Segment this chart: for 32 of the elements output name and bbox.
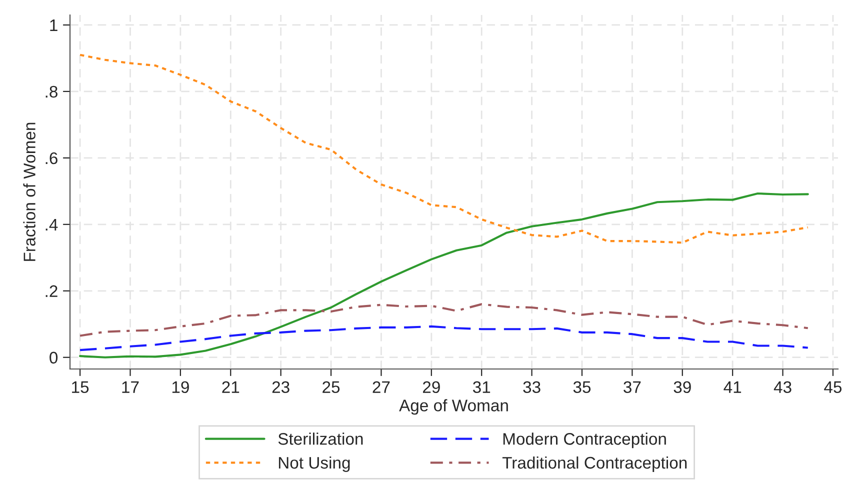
- x-tick-label: 37: [624, 381, 641, 394]
- x-tick-label: 15: [72, 381, 89, 394]
- x-tick-label: 41: [724, 381, 742, 393]
- line-series: [78, 54, 809, 244]
- y-axis-title: Fraction of Women: [23, 122, 36, 261]
- line-series: [78, 325, 809, 352]
- y-tick-label: 0: [50, 352, 58, 364]
- x-tick-label: 45: [824, 381, 842, 394]
- line-series: [78, 192, 809, 358]
- x-tick-label: 35: [573, 381, 591, 394]
- x-tick-label: 19: [172, 381, 189, 394]
- y-tick-label: .2: [46, 285, 58, 297]
- legend-label: Modern Contraception: [503, 432, 666, 448]
- legend-label: Traditional Contraception: [502, 456, 687, 472]
- x-tick-label: 31: [472, 381, 490, 394]
- legend-label: Sterilization: [278, 432, 363, 445]
- x-tick-label: 21: [222, 381, 240, 393]
- x-tick-label: 17: [122, 381, 139, 393]
- x-tick-label: 39: [674, 381, 691, 394]
- x-tick-label: 33: [523, 381, 540, 394]
- line-series: [78, 303, 809, 337]
- y-tick-label: .8: [46, 86, 58, 98]
- x-tick-label: 27: [372, 381, 390, 393]
- y-tick-label: .4: [46, 218, 58, 230]
- x-axis-title: Age of Woman: [399, 399, 508, 415]
- x-tick-label: 43: [774, 381, 792, 394]
- x-tick-label: 29: [422, 381, 440, 394]
- x-tick-label: 25: [322, 381, 340, 394]
- y-tick-label: 1: [50, 20, 58, 32]
- y-tick-label: .6: [46, 152, 58, 164]
- x-tick-label: 23: [272, 381, 290, 394]
- legend-label: Not Using: [278, 456, 350, 472]
